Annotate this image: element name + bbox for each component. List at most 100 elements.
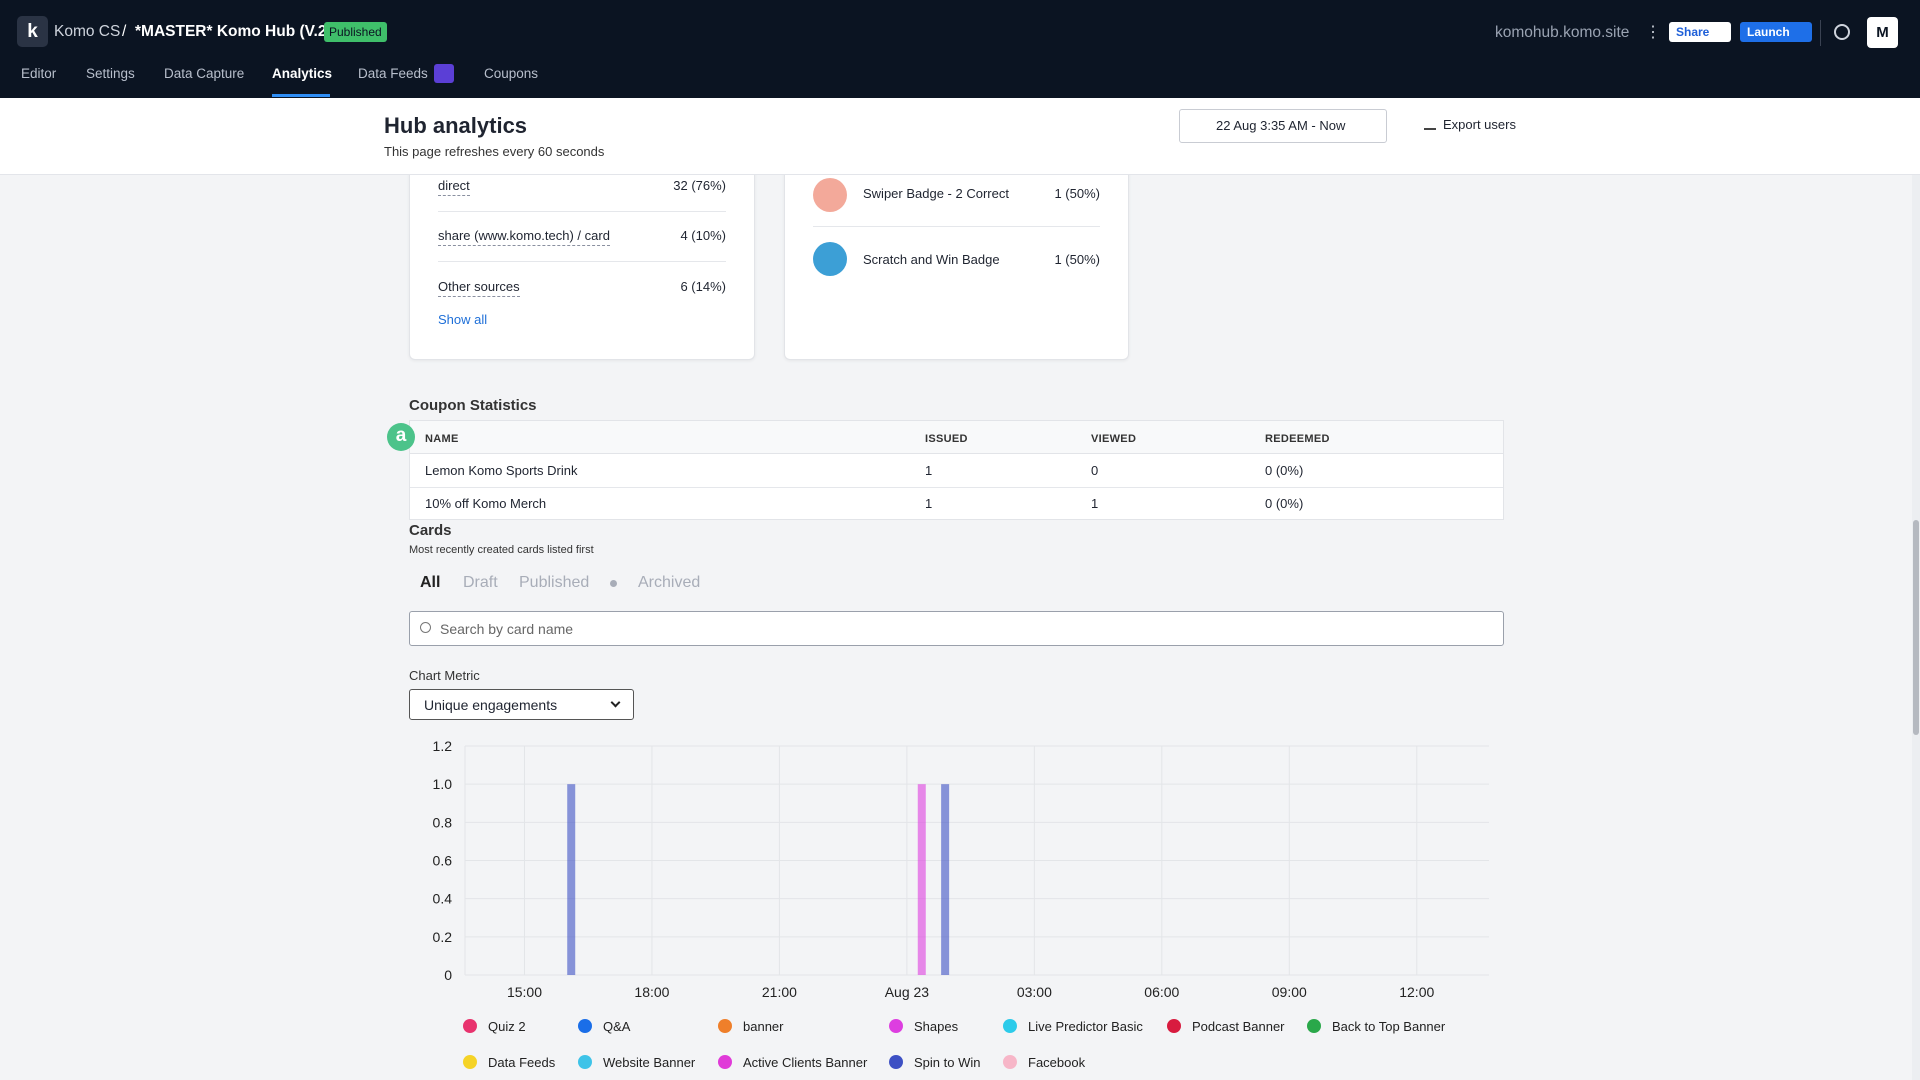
legend-swatch [1167,1019,1181,1033]
legend-label: Live Predictor Basic [1028,1019,1143,1034]
separator: / [122,23,127,40]
nav-tab-active[interactable]: Analytics [272,66,333,81]
x-tick-label: Aug 23 [885,984,930,1000]
avatar[interactable]: M [1867,17,1898,48]
legend-swatch [718,1055,732,1069]
column-header: NAME [425,433,459,445]
badge-value: 1 (50%) [1054,252,1100,267]
y-tick-label: 0.2 [433,929,453,945]
nav-tab[interactable]: Coupons [484,66,539,81]
divider [438,261,726,262]
badge-icon [813,178,847,212]
legend-label: Q&A [603,1019,631,1034]
share-button[interactable]: Share [1669,22,1732,42]
source-name[interactable]: direct [438,178,470,196]
column-header: REDEEMED [1265,433,1330,445]
domain[interactable]: komohub.komo.site [1495,24,1630,41]
show-all-link[interactable]: Show all [438,312,488,327]
divider [813,226,1100,227]
search-icon [420,622,431,633]
help-icon[interactable] [1834,24,1850,40]
source-name[interactable]: Other sources [438,279,520,297]
x-tick-label: 03:00 [1017,984,1052,1000]
search-input[interactable]: Search by card name [409,611,1504,646]
y-tick-label: 0.8 [433,814,453,830]
logo[interactable]: k [17,16,48,47]
active-underline [272,94,330,97]
filter-tab-active[interactable]: All [420,574,441,591]
section-title: Cards [409,522,452,539]
legend-label: Spin to Win [914,1055,980,1070]
status-badge: Published [324,22,387,42]
scroll-thumb[interactable] [1913,520,1919,735]
filter-tab[interactable]: Published [519,574,590,591]
x-tick-label: 09:00 [1272,984,1307,1000]
cell: 0 [1091,463,1099,478]
legend-swatch [463,1019,477,1033]
legend-swatch [718,1019,732,1033]
legend-label: Data Feeds [488,1055,556,1070]
legend-label: Website Banner [603,1055,696,1070]
divider [1820,20,1821,46]
coupon-table: NAME ISSUED VIEWED REDEEMED Lemon Komo S… [409,420,1504,520]
assistant-badge[interactable]: a [387,423,415,451]
nav-tab[interactable]: Data Capture [164,66,245,81]
nav-tab[interactable]: Settings [86,66,135,81]
launch-button[interactable]: Launch [1740,22,1812,42]
source-value: 32 (76%) [673,178,726,193]
source-name[interactable]: share (www.komo.tech) / card [438,228,610,246]
export-button[interactable]: Export users [1443,117,1516,132]
legend-swatch [1307,1019,1321,1033]
org-link[interactable]: Komo CS [54,23,121,40]
filter-tab[interactable]: Draft [463,574,498,591]
page-subtitle: This page refreshes every 60 seconds [384,144,605,159]
y-tick-label: 1.2 [433,738,453,754]
cell: Lemon Komo Sports Drink [425,463,578,478]
divider [438,211,726,212]
y-tick-label: 0.6 [433,853,453,869]
field-label: Chart Metric [409,668,480,683]
badge-name: Scratch and Win Badge [863,252,1000,267]
beta-icon [434,64,454,83]
y-tick-label: 0.4 [433,891,453,907]
column-header: ISSUED [925,433,968,445]
nav-tab[interactable]: Editor [21,66,57,81]
legend-label: Shapes [914,1019,959,1034]
nav-tab[interactable]: Data Feeds [358,66,428,81]
page-title: Hub analytics [384,113,528,138]
x-tick-label: 15:00 [507,984,542,1000]
badge-name: Swiper Badge - 2 Correct [863,186,1009,201]
legend-label: banner [743,1019,784,1034]
bar [917,784,926,975]
table-header [410,421,1503,454]
x-tick-label: 18:00 [634,984,669,1000]
column-header: VIEWED [1091,433,1137,445]
chart: 0 0.2 0.4 0.6 0.8 1.0 1.2 15:00 18:00 21:00 Aug 23… [433,738,1489,1070]
top-bar: k Komo CS / *MASTER* Komo Hub (V.2) Publ… [0,0,1920,98]
filter-tab[interactable]: Archived [638,574,701,591]
bar [941,784,950,975]
badge-value: 1 (50%) [1054,186,1100,201]
metric-select[interactable]: Unique engagements [409,689,634,720]
legend-swatch [578,1055,592,1069]
legend-swatch [889,1055,903,1069]
download-icon [1424,118,1436,130]
x-tick-label: 06:00 [1144,984,1179,1000]
legend-label: Active Clients Banner [743,1055,868,1070]
legend-label: Facebook [1028,1055,1086,1070]
divider [410,487,1503,488]
bar [567,784,576,975]
cell: 1 [925,463,933,478]
source-value: 4 (10%) [680,228,726,243]
cell: 1 [925,496,933,511]
more-menu[interactable]: ⋮ [1645,24,1661,41]
badges-card: Swiper Badge - 2 Correct 1 (50%) Scratch… [784,150,1129,360]
date-range-picker[interactable]: 22 Aug 3:35 AM - Now [1179,109,1387,143]
sources-card: direct 32 (76%) share (www.komo.tech) / … [409,150,755,360]
source-value: 6 (14%) [680,279,726,294]
legend-label: Back to Top Banner [1332,1019,1446,1034]
page-header: Hub analytics This page refreshes every … [0,98,1920,175]
legend-label: Podcast Banner [1192,1019,1285,1034]
legend-swatch [889,1019,903,1033]
